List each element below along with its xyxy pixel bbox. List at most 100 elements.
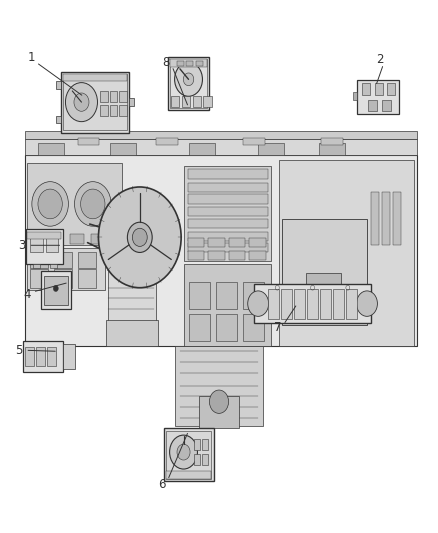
Circle shape	[184, 73, 194, 86]
Bar	[279, 160, 414, 346]
Bar	[201, 439, 208, 450]
Bar	[63, 344, 75, 369]
Bar	[47, 348, 56, 366]
Bar	[53, 269, 72, 288]
Bar	[53, 252, 72, 268]
Bar	[33, 264, 40, 268]
Bar	[294, 288, 305, 319]
Bar	[27, 163, 122, 245]
Bar	[100, 91, 108, 102]
Bar	[176, 346, 262, 425]
Text: 2: 2	[376, 53, 384, 66]
Bar	[78, 252, 96, 268]
Bar	[362, 83, 371, 95]
Bar	[41, 271, 71, 310]
Text: 4: 4	[23, 288, 30, 301]
Bar	[387, 83, 395, 95]
Bar	[254, 284, 371, 324]
Bar	[64, 74, 127, 130]
Bar	[30, 252, 48, 268]
Bar	[393, 192, 401, 245]
Bar	[27, 248, 105, 290]
Circle shape	[127, 222, 152, 253]
Bar	[319, 143, 345, 155]
Bar	[129, 99, 134, 106]
Circle shape	[74, 182, 111, 226]
Bar	[106, 319, 158, 346]
Bar	[30, 232, 43, 252]
Circle shape	[170, 435, 198, 469]
Bar	[215, 314, 237, 341]
Bar	[187, 243, 268, 252]
Text: 7: 7	[274, 321, 282, 334]
Bar	[49, 234, 63, 244]
Bar	[156, 138, 178, 144]
Bar	[215, 282, 237, 309]
Bar	[56, 82, 61, 88]
Bar	[108, 248, 156, 346]
Bar	[170, 59, 208, 108]
Circle shape	[209, 390, 229, 414]
Circle shape	[248, 291, 268, 317]
Text: 3: 3	[18, 239, 26, 252]
Bar	[333, 288, 344, 319]
Circle shape	[65, 83, 98, 122]
Bar	[321, 138, 343, 144]
Bar	[320, 288, 331, 319]
Circle shape	[38, 189, 62, 219]
Bar	[25, 155, 417, 346]
Bar	[187, 251, 204, 260]
Bar	[70, 234, 84, 244]
Bar	[187, 238, 204, 247]
Bar	[30, 269, 48, 288]
Bar	[208, 251, 225, 260]
Bar	[25, 229, 63, 264]
Bar	[374, 83, 383, 95]
Bar	[184, 264, 271, 346]
Circle shape	[81, 189, 105, 219]
Bar	[166, 471, 212, 479]
Bar	[346, 288, 357, 319]
Bar	[382, 192, 390, 245]
Bar	[243, 314, 264, 341]
Bar	[177, 61, 184, 66]
Bar	[25, 131, 417, 139]
Circle shape	[357, 291, 378, 317]
Bar	[194, 454, 200, 465]
Bar	[196, 61, 203, 66]
Bar	[187, 219, 268, 228]
Bar	[203, 96, 212, 107]
Bar	[110, 91, 117, 102]
Bar	[268, 288, 279, 319]
Bar	[187, 61, 193, 66]
Bar	[243, 282, 264, 309]
Bar	[91, 234, 105, 244]
Text: 1: 1	[27, 51, 35, 63]
Bar	[78, 269, 96, 288]
Circle shape	[53, 285, 58, 292]
Bar	[353, 92, 357, 100]
Bar	[258, 143, 284, 155]
Bar	[44, 276, 68, 305]
Bar	[39, 143, 64, 155]
Circle shape	[74, 93, 89, 111]
Circle shape	[99, 187, 181, 288]
Bar	[25, 139, 417, 155]
Text: 8: 8	[162, 56, 170, 69]
Bar	[229, 238, 245, 247]
Bar	[282, 219, 367, 325]
Bar	[187, 183, 268, 192]
Bar	[382, 100, 391, 111]
Bar	[249, 238, 265, 247]
Bar	[371, 192, 379, 245]
Bar	[249, 251, 265, 260]
Bar	[100, 104, 108, 116]
Bar	[46, 232, 58, 252]
Bar	[367, 100, 377, 111]
Bar	[243, 138, 265, 144]
Bar	[188, 143, 215, 155]
Bar	[188, 282, 210, 309]
Bar	[188, 314, 210, 341]
Bar	[119, 104, 127, 116]
Bar	[199, 397, 239, 428]
